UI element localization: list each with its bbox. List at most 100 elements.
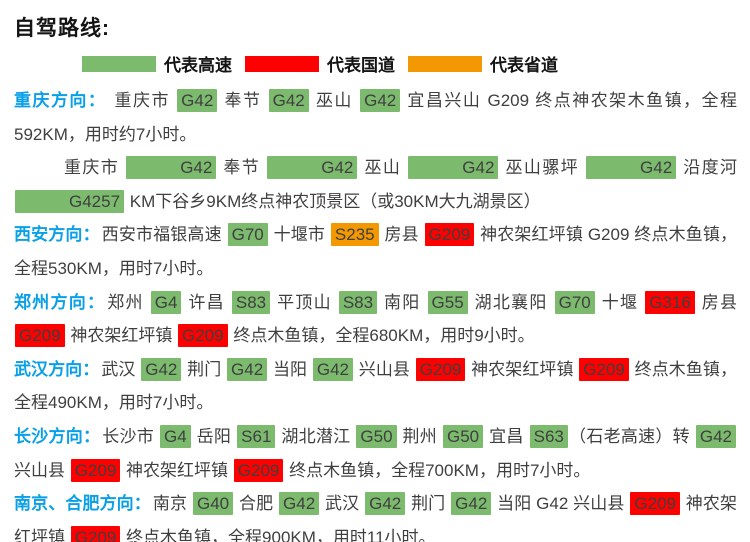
route-text: 西安市福银高速 (101, 225, 227, 245)
road-badge: G316 (645, 290, 695, 314)
route-text: 神农架红坪镇 (14, 494, 738, 542)
route-text: 合肥 (234, 494, 279, 514)
route-paragraph: 重庆方向： 重庆市 G42 奉节 G42 巫山 G42 宜昌兴山 G209 终点… (14, 84, 737, 151)
route-text: 终点木鱼镇，全程490KM，用时7小时。 (14, 359, 737, 413)
road-badge: S235 (330, 223, 379, 247)
route-text: 终点木鱼镇，全程700KM，用时7小时。 (284, 460, 591, 480)
route-text: 奉节 (218, 91, 268, 110)
road-badge: G50 (356, 424, 397, 448)
route-paragraph: 长沙方向： 长沙市 G4 岳阳 S61 湖北潜江 G50 荆州 G50 宜昌 S6… (14, 420, 737, 487)
route-text: 神农架红坪镇 (65, 326, 178, 346)
road-badge: G209 (70, 458, 121, 482)
route-paragraph: 西安方向： 西安市福银高速 G70 十堰市 S235 房县 G209 神农架红坪镇… (14, 218, 737, 285)
legend-item: 代表省道 (408, 51, 558, 76)
route-direction-heading: 武汉方向： (14, 359, 100, 379)
routes-section: 重庆方向： 重庆市 G42 奉节 G42 巫山 G42 宜昌兴山 G209 终点… (14, 84, 737, 542)
road-badge: G42 (451, 492, 492, 516)
route-text: 神农架红坪镇 (121, 460, 233, 480)
route-text: 湖北潜江 (276, 426, 356, 446)
road-badge: G50 (443, 424, 484, 448)
route-paragraph: 郑州方向： 郑州 G4 许昌 S83 平顶山 S83 南阳 G55 湖北襄阳 G7… (14, 286, 737, 353)
legend-color-swatch (82, 55, 156, 72)
road-badge: G42 (695, 424, 737, 448)
route-paragraph: 南京、合肥方向： 南京 G40 合肥 G42 武汉 G42 荆门 G42 当阳 G… (14, 487, 737, 542)
road-badge: G209 (415, 357, 466, 381)
route-text: 兴山县 (354, 359, 415, 379)
legend-label: 代表高速 (164, 56, 232, 75)
legend-color-swatch (245, 55, 319, 72)
road-badge: S83 (338, 290, 378, 314)
route-text: 许昌 (182, 292, 231, 312)
road-badge: G42 (267, 156, 358, 180)
route-direction-heading: 郑州方向： (14, 292, 106, 312)
road-badge: G42 (408, 156, 499, 180)
road-badge: G42 (312, 357, 354, 381)
route-text: 宜昌 (484, 426, 529, 446)
route-text: 湖北襄阳 (468, 292, 554, 312)
legend-label: 代表国道 (327, 56, 395, 75)
road-badge: G42 (365, 492, 406, 516)
route-text: 当阳 (268, 359, 312, 379)
route-text: 十堰 (595, 292, 645, 312)
page-title: 自驾路线: (14, 17, 110, 40)
road-badge: G209 (424, 223, 475, 247)
route-text: 重庆市 (64, 158, 126, 178)
route-text: 荆门 (182, 359, 227, 379)
route-text: 神农架红坪镇 G209 终点木鱼镇，全程530KM，用时7小时。 (14, 225, 737, 278)
route-text: 终点木鱼镇，全程680KM，用时9小时。 (228, 326, 535, 346)
road-badge: G4 (160, 424, 191, 448)
route-text: 南阳 (378, 292, 427, 312)
road-badge: G70 (554, 290, 595, 314)
road-badge: G209 (579, 357, 629, 381)
road-badge: G42 (177, 89, 218, 112)
route-text: 神农架红坪镇 (466, 359, 579, 379)
route-text: 武汉 (101, 359, 141, 379)
route-text: 郑州 (107, 292, 150, 312)
legend-item: 代表高速 (82, 51, 232, 76)
road-badge: S83 (231, 290, 271, 314)
legend-label: 代表省道 (490, 56, 558, 75)
route-text: 房县 (695, 292, 738, 312)
route-text: 十堰市 (268, 225, 330, 245)
road-badge: G42 (126, 156, 217, 180)
road-badge: G42 (268, 89, 309, 112)
road-badge: G40 (193, 492, 234, 516)
road-badge: G4257 (15, 189, 125, 213)
road-badge: S63 (529, 424, 568, 448)
route-text: 荆门 (406, 494, 451, 514)
route-text: 南京 (152, 494, 192, 514)
route-text: 平顶山 (271, 292, 338, 312)
road-badge: G4 (150, 290, 182, 314)
route-text: 奉节 (217, 158, 267, 178)
route-text: 重庆市 (108, 91, 177, 110)
road-badge: G209 (15, 324, 65, 348)
road-badge: G42 (141, 357, 182, 381)
route-text: 巫山骡坪 (499, 158, 586, 178)
route-text: 岳阳 (191, 426, 237, 446)
route-text: （石老高速）转 (568, 426, 695, 446)
route-paragraph: 重庆市 G42 奉节 G42 巫山 G42 巫山骡坪 G42 沿度河 G4257… (14, 151, 737, 218)
road-badge: G209 (630, 492, 680, 516)
road-badge: G70 (227, 223, 268, 247)
route-text: 房县 (379, 225, 424, 245)
road-badge: G42 (279, 492, 320, 516)
route-text: 巫山 (309, 91, 360, 110)
legend-color-swatch (408, 55, 482, 72)
road-badge: G42 (586, 156, 677, 180)
legend-item: 代表国道 (245, 51, 395, 76)
route-direction-heading: 南京、合肥方向： (14, 494, 151, 514)
route-text: 兴山县 (14, 460, 70, 480)
route-text: 宜昌兴山 G209 终点神农架木鱼镇，全程592KM，用时约7小时。 (14, 91, 737, 144)
route-direction-heading: 长沙方向： (14, 426, 101, 446)
road-badge: G42 (360, 89, 401, 112)
route-text: 当阳 G42 兴山县 (492, 494, 630, 514)
route-text: KM下谷乡9KM终点神农顶景区（或30KM大九湖景区） (125, 191, 541, 211)
route-direction-heading: 西安方向： (14, 225, 100, 245)
route-text: 荆州 (397, 426, 442, 446)
route-text: 长沙市 (102, 426, 160, 446)
road-badge: G209 (70, 525, 121, 542)
route-text: 沿度河 (677, 158, 737, 178)
road-badge: G42 (227, 357, 268, 381)
route-text: 巫山 (358, 158, 408, 178)
